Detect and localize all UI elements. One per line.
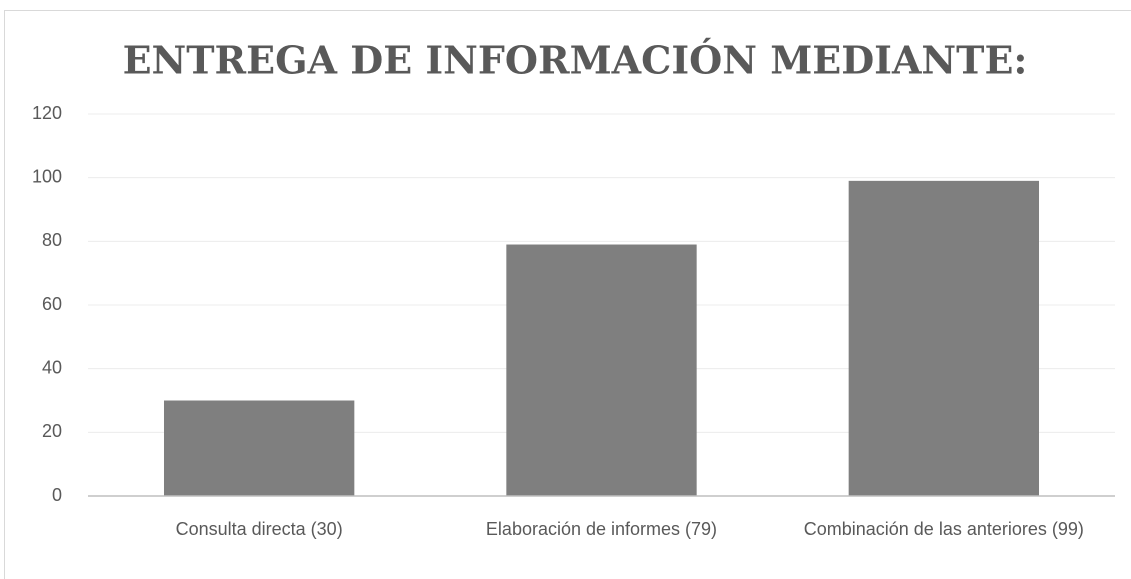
y-tick-label: 100 (32, 166, 62, 186)
chart-border (4, 10, 1131, 579)
chart-title: ENTREGA DE INFORMACIÓN MEDIANTE: (123, 38, 1028, 83)
y-tick-label: 120 (32, 103, 62, 123)
y-tick-label: 80 (42, 230, 62, 250)
y-tick-label: 20 (42, 421, 62, 441)
x-tick-label: Combinación de las anteriores (99) (803, 519, 1084, 539)
bar (848, 180, 1040, 496)
x-tick-label: Consulta directa (30) (175, 519, 343, 539)
y-tick-label: 40 (42, 357, 62, 377)
x-tick-label: Elaboración de informes (79) (485, 519, 718, 539)
y-tick-label: 0 (52, 485, 62, 505)
y-tick-label: 60 (42, 294, 62, 314)
bar (163, 400, 355, 496)
bar (506, 244, 697, 496)
